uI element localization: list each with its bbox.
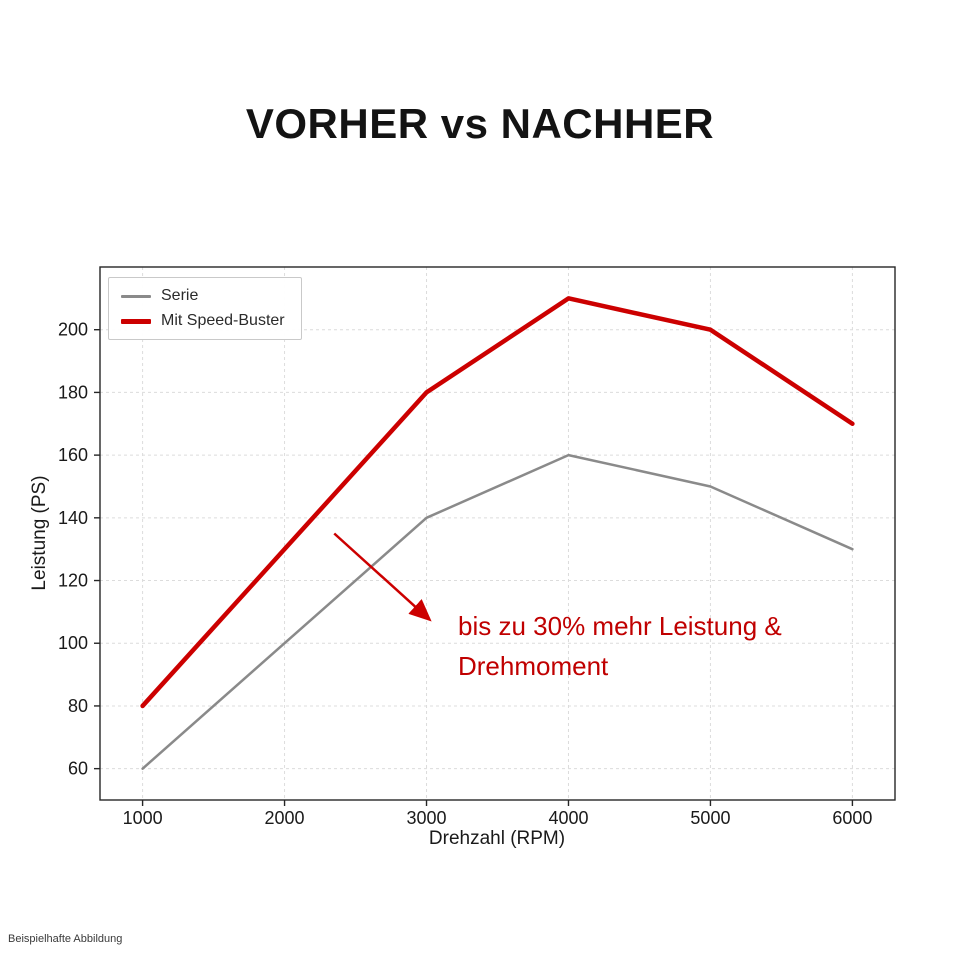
x-tick-label: 5000 — [690, 808, 730, 828]
y-tick-label: 140 — [58, 508, 88, 528]
series-line-serie — [141, 453, 854, 770]
legend-item-serie: Serie — [121, 288, 285, 304]
x-axis-label: Drehzahl (RPM) — [428, 828, 566, 849]
x-tick-label: 1000 — [123, 808, 163, 828]
annotation-line-1: bis zu 30% mehr Leistung & — [458, 611, 782, 641]
x-tick-label: 4000 — [548, 808, 588, 828]
legend-label-serie: Serie — [161, 287, 199, 304]
annotation-line-2: Drehmoment — [458, 651, 609, 681]
legend-item-speed-buster: Mit Speed-Buster — [121, 313, 285, 329]
chart-title: VORHER vs NACHHER — [245, 100, 715, 147]
x-tick-label: 6000 — [832, 808, 872, 828]
x-tick-label: 2000 — [265, 808, 305, 828]
y-tick-label: 80 — [68, 696, 88, 716]
legend-label-speed-buster: Mit Speed-Buster — [161, 312, 285, 329]
disclaimer-footnote: Beispielhafte Abbildung — [8, 933, 123, 945]
y-tick-label: 60 — [68, 759, 88, 779]
annotation-text: bis zu 30% mehr Leistung & Drehmoment — [458, 606, 782, 686]
serie-line-swatch — [121, 294, 151, 298]
y-tick-label: 200 — [58, 320, 88, 340]
series-line-mit-speed-buster — [140, 296, 855, 709]
annotation-arrow — [333, 532, 432, 622]
y-tick-label: 100 — [58, 633, 88, 653]
y-axis-label: Leistung (PS) — [29, 475, 50, 591]
y-tick-label: 180 — [58, 382, 88, 402]
speed-buster-line-swatch — [121, 318, 151, 324]
plot-frame — [99, 266, 896, 801]
legend: Serie Mit Speed-Buster — [108, 277, 302, 340]
y-tick-label: 120 — [58, 571, 88, 591]
y-tick-label: 160 — [58, 445, 88, 465]
x-tick-label: 3000 — [406, 808, 446, 828]
